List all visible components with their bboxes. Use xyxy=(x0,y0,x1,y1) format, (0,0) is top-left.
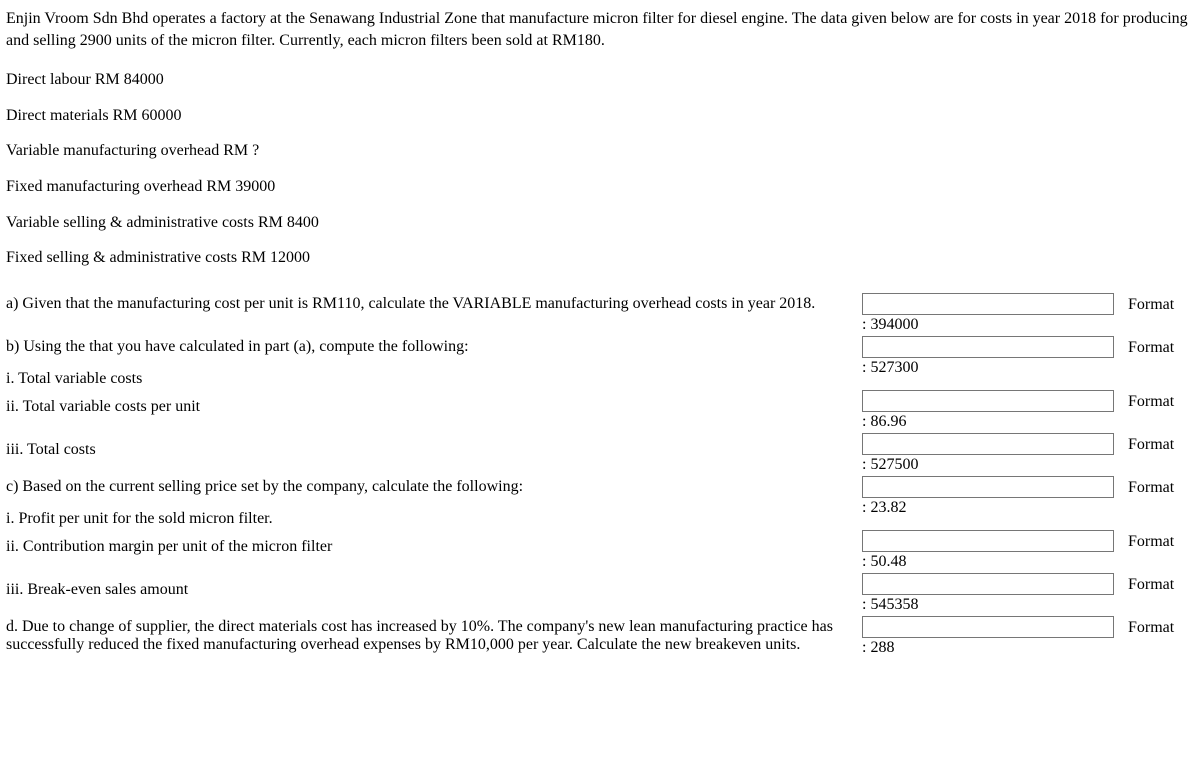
answer-input-ci[interactable] xyxy=(862,476,1114,498)
format-label-d: Format xyxy=(1128,616,1200,637)
line-fixed-sa: Fixed selling & administrative costs RM … xyxy=(6,247,1194,269)
question-d: d. Due to change of supplier, the direct… xyxy=(6,616,862,654)
question-a: a) Given that the manufacturing cost per… xyxy=(6,293,862,313)
answer-value-bi: : 527300 xyxy=(862,358,1114,377)
answer-value-d: : 288 xyxy=(862,638,1114,657)
qa-row-a: a) Given that the manufacturing cost per… xyxy=(6,293,1194,334)
format-label-bi: Format xyxy=(1128,336,1200,357)
answer-input-a[interactable] xyxy=(862,293,1114,315)
question-bi: i. Total variable costs xyxy=(6,370,862,388)
answer-input-cii[interactable] xyxy=(862,530,1114,552)
format-label-cii: Format xyxy=(1128,530,1200,551)
question-bii: ii. Total variable costs per unit xyxy=(6,390,862,416)
answer-value-biii: : 527500 xyxy=(862,455,1114,474)
format-label-a: Format xyxy=(1128,293,1200,314)
line-direct-labour: Direct labour RM 84000 xyxy=(6,69,1194,91)
qa-row-ci: c) Based on the current selling price se… xyxy=(6,476,1194,528)
qa-block: a) Given that the manufacturing cost per… xyxy=(6,293,1194,659)
line-variable-sa: Variable selling & administrative costs … xyxy=(6,212,1194,234)
qa-row-cii: ii. Contribution margin per unit of the … xyxy=(6,530,1194,571)
question-biii: iii. Total costs xyxy=(6,433,862,459)
line-direct-materials: Direct materials RM 60000 xyxy=(6,105,1194,127)
format-label-biii: Format xyxy=(1128,433,1200,454)
qa-row-biii: iii. Total costs : 527500 Format xyxy=(6,433,1194,474)
answer-value-ci: : 23.82 xyxy=(862,498,1114,517)
line-variable-mfg-oh: Variable manufacturing overhead RM ? xyxy=(6,140,1194,162)
qa-row-bii: ii. Total variable costs per unit : 86.9… xyxy=(6,390,1194,431)
answer-value-bii: : 86.96 xyxy=(862,412,1114,431)
answer-value-cii: : 50.48 xyxy=(862,552,1114,571)
qa-row-bi: b) Using the that you have calculated in… xyxy=(6,336,1194,388)
question-b: b) Using the that you have calculated in… xyxy=(6,338,862,356)
line-fixed-mfg-oh: Fixed manufacturing overhead RM 39000 xyxy=(6,176,1194,198)
question-cii: ii. Contribution margin per unit of the … xyxy=(6,530,862,556)
answer-input-d[interactable] xyxy=(862,616,1114,638)
answer-input-biii[interactable] xyxy=(862,433,1114,455)
question-ciii: iii. Break-even sales amount xyxy=(6,573,862,599)
answer-input-bii[interactable] xyxy=(862,390,1114,412)
question-ci: i. Profit per unit for the sold micron f… xyxy=(6,510,862,528)
format-label-bii: Format xyxy=(1128,390,1200,411)
format-label-ciii: Format xyxy=(1128,573,1200,594)
qa-row-d: d. Due to change of supplier, the direct… xyxy=(6,616,1194,657)
question-c: c) Based on the current selling price se… xyxy=(6,478,862,496)
format-label-ci: Format xyxy=(1128,476,1200,497)
answer-input-bi[interactable] xyxy=(862,336,1114,358)
qa-row-ciii: iii. Break-even sales amount : 545358 Fo… xyxy=(6,573,1194,614)
answer-value-ciii: : 545358 xyxy=(862,595,1114,614)
answer-input-ciii[interactable] xyxy=(862,573,1114,595)
answer-value-a: : 394000 xyxy=(862,315,1114,334)
intro-text: Enjin Vroom Sdn Bhd operates a factory a… xyxy=(6,8,1194,51)
